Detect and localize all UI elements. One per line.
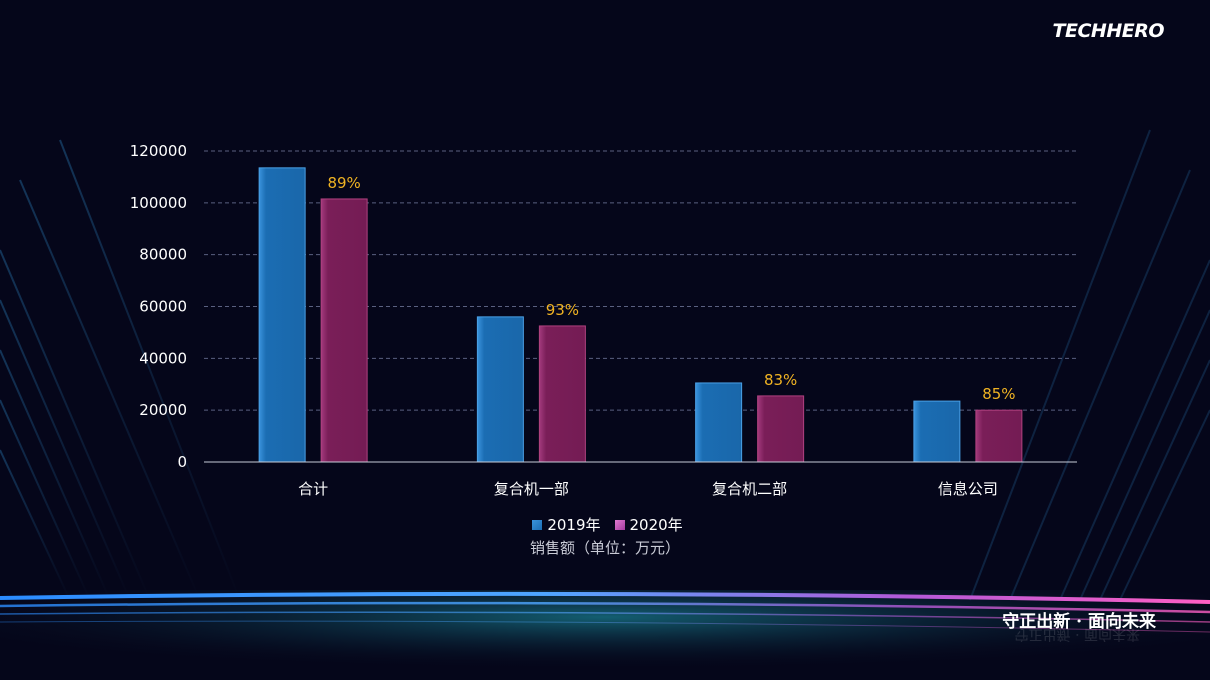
legend-label-2019: 2019年 xyxy=(547,516,601,534)
y-tick-label: 60000 xyxy=(139,298,187,316)
x-category-label: 复合机一部 xyxy=(494,480,569,498)
bar-percent-label: 83% xyxy=(764,371,797,389)
bar-2020 xyxy=(975,409,1023,463)
legend-item-2019: 2019年 xyxy=(532,514,601,535)
legend-swatch-2020 xyxy=(614,519,625,530)
bar-2020 xyxy=(538,325,586,463)
y-tick-label: 40000 xyxy=(139,349,187,367)
x-category-label: 复合机二部 xyxy=(712,480,787,498)
y-tick-label: 0 xyxy=(177,453,187,471)
y-tick-label: 120000 xyxy=(130,142,187,160)
bar-percent-label: 93% xyxy=(546,301,579,319)
x-category-label: 合计 xyxy=(298,480,328,498)
techhero-logo: TECHHERO xyxy=(1052,20,1165,42)
bar-2019 xyxy=(695,382,743,463)
x-category-label: 信息公司 xyxy=(938,480,998,498)
y-tick-label: 100000 xyxy=(130,194,187,212)
legend-item-2020: 2020年 xyxy=(614,514,683,535)
bar-2019 xyxy=(476,316,524,463)
chart-caption: 销售额（单位：万元） xyxy=(529,539,680,557)
bar-2020 xyxy=(757,395,805,463)
y-tick-label: 20000 xyxy=(139,401,187,419)
legend-label-2020: 2020年 xyxy=(629,516,683,534)
bar-percent-label: 85% xyxy=(982,385,1015,403)
slogan: 守正出新 · 面向未来 xyxy=(1002,612,1156,632)
chart-legend: 2019年 2020年 xyxy=(0,514,1210,535)
bar-percent-label: 89% xyxy=(327,174,360,192)
legend-swatch-2019 xyxy=(532,519,543,530)
bar-2019 xyxy=(258,167,306,463)
y-tick-label: 80000 xyxy=(139,246,187,264)
bar-2020 xyxy=(320,198,368,463)
bar-2019 xyxy=(913,400,961,463)
slogan-reflection: 守正出新 · 面向未来 xyxy=(1014,626,1140,642)
